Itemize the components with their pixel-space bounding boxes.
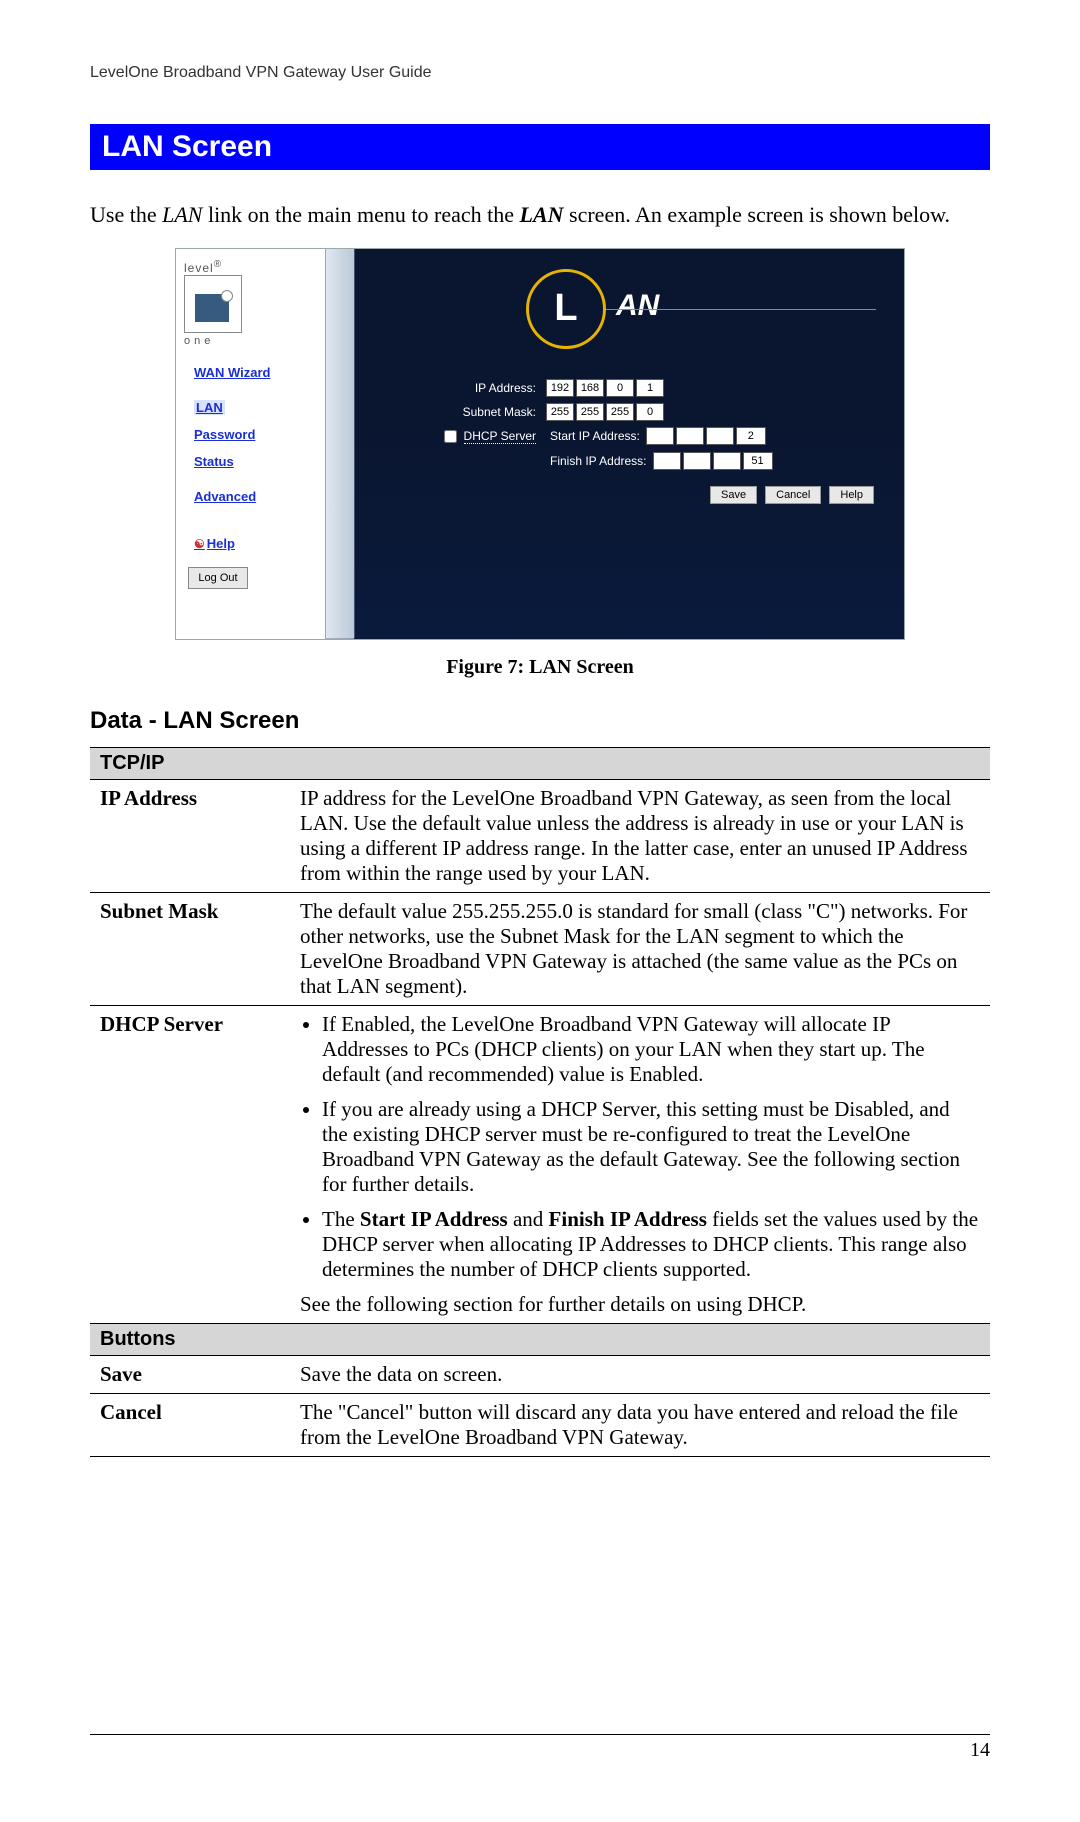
nav-password[interactable]: Password	[194, 427, 255, 442]
label-dhcp: DHCP Server	[416, 427, 546, 446]
list-item: If you are already using a DHCP Server, …	[322, 1097, 980, 1197]
data-table: TCP/IP IP Address IP address for the Lev…	[90, 747, 990, 1457]
lan-badge-icon: L	[526, 269, 606, 349]
nav-wan-wizard[interactable]: WAN Wizard	[194, 365, 270, 380]
logo-icon	[184, 275, 242, 333]
label-ip: IP Address:	[416, 381, 546, 395]
row-ip: IP Address:	[416, 379, 884, 397]
row-ip-label: IP Address	[90, 779, 290, 892]
intro-post: screen. An example screen is shown below…	[564, 202, 951, 227]
cancel-button[interactable]: Cancel	[765, 486, 821, 504]
table-row: IP Address IP address for the LevelOne B…	[90, 779, 990, 892]
finish-oct-3[interactable]	[713, 452, 741, 470]
ip-oct-4[interactable]	[636, 379, 664, 397]
nav-help[interactable]: Help	[194, 536, 235, 551]
dhcp-tail: See the following section for further de…	[300, 1292, 806, 1316]
intro-lan2: LAN	[520, 202, 564, 227]
row-cancel-label: Cancel	[90, 1393, 290, 1456]
label-mask: Subnet Mask:	[416, 405, 546, 419]
row-ip-text: IP address for the LevelOne Broadband VP…	[290, 779, 990, 892]
button-row: Save Cancel Help	[416, 486, 884, 504]
sidebar: level® one WAN Wizard LAN Password Statu…	[176, 249, 326, 639]
ridge-decoration	[326, 249, 396, 639]
help-button[interactable]: Help	[829, 486, 874, 504]
lan-underline	[606, 309, 876, 310]
data-heading: Data - LAN Screen	[90, 707, 990, 735]
section-title: LAN Screen	[90, 124, 990, 170]
lan-screenshot: level® one WAN Wizard LAN Password Statu…	[175, 248, 905, 640]
mask-oct-3[interactable]	[606, 403, 634, 421]
mask-oct-2[interactable]	[576, 403, 604, 421]
row-save-text: Save the data on screen.	[290, 1355, 990, 1393]
label-finish: Finish IP Address:	[550, 454, 647, 468]
intro-mid: link on the main menu to reach the	[202, 202, 519, 227]
nav-status[interactable]: Status	[194, 454, 234, 469]
intro-pre: Use the	[90, 202, 162, 227]
start-oct-4[interactable]	[736, 427, 766, 445]
lan-badge-text: AN	[616, 289, 659, 323]
row-cancel-text: The "Cancel" button will discard any dat…	[290, 1393, 990, 1456]
brand-bottom: one	[184, 335, 317, 347]
save-button[interactable]: Save	[710, 486, 757, 504]
nav-advanced[interactable]: Advanced	[194, 489, 256, 504]
table-row: Cancel The "Cancel" button will discard …	[90, 1393, 990, 1456]
row-dhcp-text: If Enabled, the LevelOne Broadband VPN G…	[290, 1005, 990, 1323]
intro-lan1: LAN	[162, 202, 202, 227]
row-save-label: Save	[90, 1355, 290, 1393]
ip-oct-2[interactable]	[576, 379, 604, 397]
finish-oct-4[interactable]	[743, 452, 773, 470]
list-item: If Enabled, the LevelOne Broadband VPN G…	[322, 1012, 980, 1087]
content-panel: L AN IP Address: Subnet Mask:	[326, 249, 904, 639]
figure-caption: Figure 7: LAN Screen	[90, 656, 990, 679]
table-row: DHCP Server If Enabled, the LevelOne Bro…	[90, 1005, 990, 1323]
list-item: The Start IP Address and Finish IP Addre…	[322, 1207, 980, 1282]
start-oct-3[interactable]	[706, 427, 734, 445]
tcpip-header: TCP/IP	[90, 747, 990, 779]
row-finish: Finish IP Address:	[416, 452, 884, 470]
brand-top: level®	[184, 259, 317, 275]
table-row: Buttons	[90, 1323, 990, 1355]
table-row: Subnet Mask The default value 255.255.25…	[90, 892, 990, 1005]
row-dhcp-label: DHCP Server	[90, 1005, 290, 1323]
dhcp-checkbox[interactable]	[444, 430, 457, 443]
page: LevelOne Broadband VPN Gateway User Guid…	[0, 0, 1080, 1822]
table-row: Save Save the data on screen.	[90, 1355, 990, 1393]
mask-oct-4[interactable]	[636, 403, 664, 421]
intro-paragraph: Use the LAN link on the main menu to rea…	[90, 200, 990, 230]
nav-lan[interactable]: LAN	[194, 400, 225, 415]
row-start: DHCP Server Start IP Address:	[416, 427, 884, 446]
form-grid: IP Address: Subnet Mask: DHCP	[416, 379, 884, 504]
start-oct-2[interactable]	[676, 427, 704, 445]
row-mask-label: Subnet Mask	[90, 892, 290, 1005]
finish-oct-2[interactable]	[683, 452, 711, 470]
mask-oct-1[interactable]	[546, 403, 574, 421]
finish-oct-1[interactable]	[653, 452, 681, 470]
table-row: TCP/IP	[90, 747, 990, 779]
logout-button[interactable]: Log Out	[188, 567, 248, 589]
dhcp-list: If Enabled, the LevelOne Broadband VPN G…	[300, 1012, 980, 1282]
buttons-header: Buttons	[90, 1323, 990, 1355]
doc-header: LevelOne Broadband VPN Gateway User Guid…	[90, 64, 990, 82]
ip-oct-1[interactable]	[546, 379, 574, 397]
page-footer: 14	[90, 1734, 990, 1762]
label-start: Start IP Address:	[550, 429, 640, 443]
page-number: 14	[970, 1739, 990, 1761]
row-mask: Subnet Mask:	[416, 403, 884, 421]
ip-oct-3[interactable]	[606, 379, 634, 397]
row-mask-text: The default value 255.255.255.0 is stand…	[290, 892, 990, 1005]
start-oct-1[interactable]	[646, 427, 674, 445]
